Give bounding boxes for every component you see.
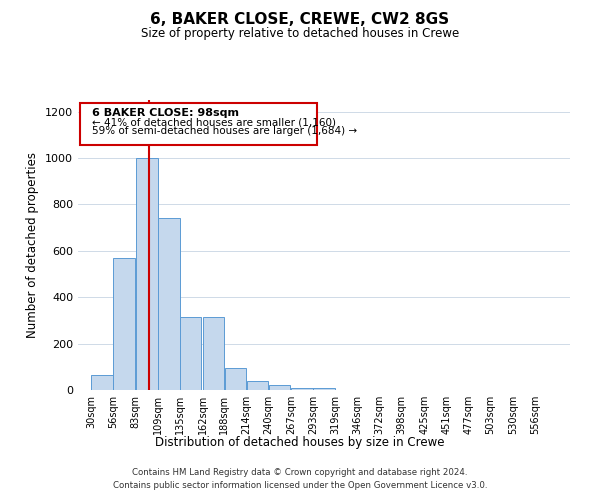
Bar (203, 317, 224, 390)
Text: Contains public sector information licensed under the Open Government Licence v3: Contains public sector information licen… (113, 482, 487, 490)
Text: 59% of semi-detached houses are larger (1,684) →: 59% of semi-detached houses are larger (… (92, 126, 357, 136)
Text: 6, BAKER CLOSE, CREWE, CW2 8GS: 6, BAKER CLOSE, CREWE, CW2 8GS (151, 12, 449, 28)
Bar (158, 218, 179, 390)
Bar (224, 368, 246, 390)
FancyBboxPatch shape (80, 104, 317, 144)
Bar (269, 386, 290, 390)
Bar (292, 388, 313, 390)
Bar (247, 380, 268, 390)
Bar (91, 375, 113, 390)
Bar (313, 388, 335, 390)
Bar (180, 317, 202, 390)
Text: Contains HM Land Registry data © Crown copyright and database right 2024.: Contains HM Land Registry data © Crown c… (132, 468, 468, 477)
Text: Distribution of detached houses by size in Crewe: Distribution of detached houses by size … (155, 436, 445, 449)
Bar (136, 158, 158, 390)
Text: ← 41% of detached houses are smaller (1,160): ← 41% of detached houses are smaller (1,… (92, 118, 336, 128)
Y-axis label: Number of detached properties: Number of detached properties (26, 152, 40, 338)
Text: 6 BAKER CLOSE: 98sqm: 6 BAKER CLOSE: 98sqm (92, 108, 239, 118)
Bar (113, 258, 135, 390)
Text: Size of property relative to detached houses in Crewe: Size of property relative to detached ho… (141, 28, 459, 40)
